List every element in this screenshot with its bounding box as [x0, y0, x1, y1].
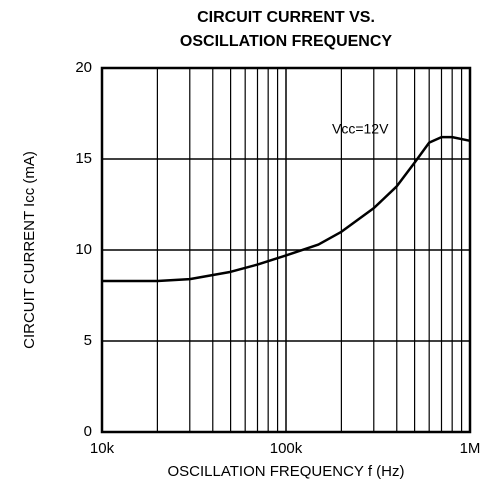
plot-frame — [100, 66, 472, 434]
y-tick-label: 10 — [75, 241, 92, 258]
chart-title: OSCILLATION FREQUENCY — [180, 33, 392, 50]
x-tick-label: 100k — [270, 440, 303, 457]
y-tick-label: 15 — [75, 150, 92, 167]
y-tick-label: 20 — [75, 59, 92, 76]
y-axis-label: CIRCUIT CURRENT Icc (mA) — [21, 151, 38, 349]
chart-title: CIRCUIT CURRENT VS. — [197, 9, 375, 26]
x-tick-label: 10k — [90, 440, 115, 457]
y-tick-label: 5 — [84, 332, 92, 349]
y-tick-label: 0 — [84, 423, 92, 440]
x-tick-label: 1M — [460, 440, 481, 457]
data-line — [102, 135, 471, 283]
x-axis-label: OSCILLATION FREQUENCY f (Hz) — [168, 463, 405, 480]
annotation: Vcc=12V — [332, 121, 389, 137]
